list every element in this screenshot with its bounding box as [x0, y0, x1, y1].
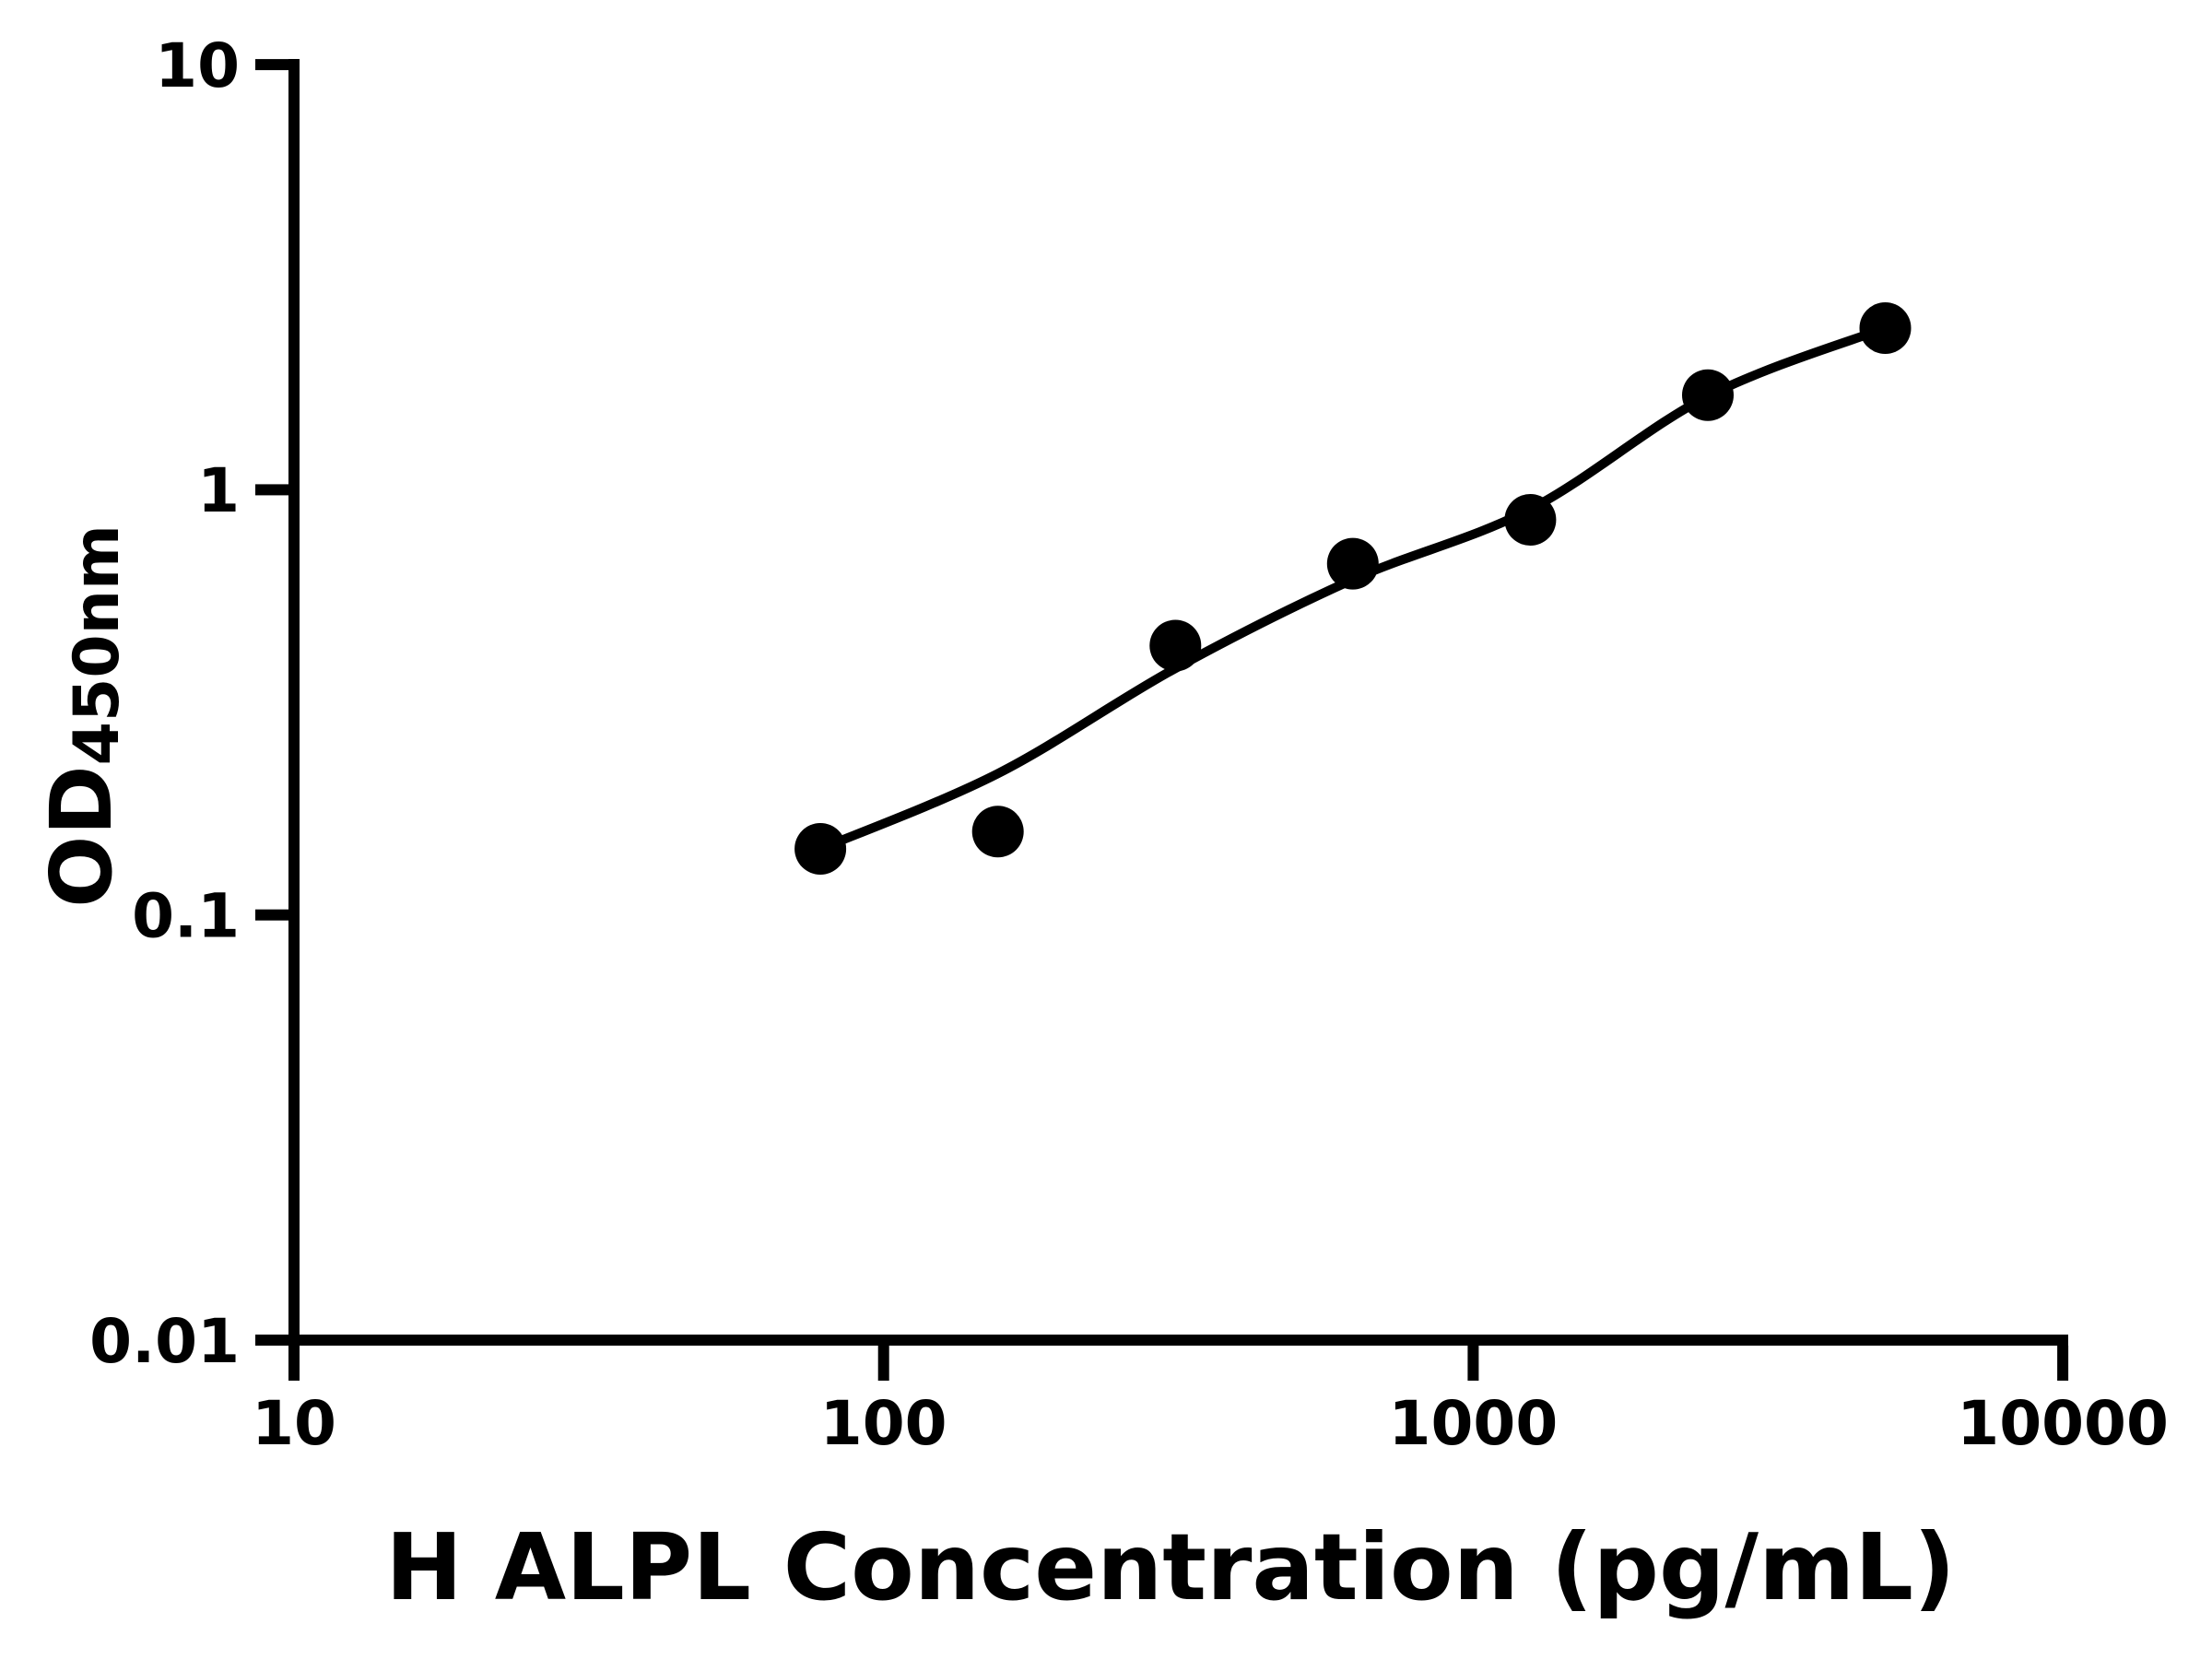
data-point: [794, 823, 847, 875]
y-axis-title-main: OD: [32, 765, 131, 908]
y-tick-label: 0.1: [132, 880, 240, 951]
x-tick: [2057, 1346, 2069, 1381]
x-tick-label: 1000: [1389, 1388, 1559, 1459]
x-tick: [1467, 1346, 1479, 1381]
x-tick-label: 10: [252, 1388, 336, 1459]
x-tick-label: 10000: [1957, 1388, 2169, 1459]
y-tick-label: 10: [155, 30, 240, 101]
y-tick: [255, 1335, 288, 1346]
x-tick: [877, 1346, 889, 1381]
data-point: [1326, 537, 1379, 590]
data-point: [1682, 369, 1734, 421]
x-axis-title: H ALPL Concentration (pg/mL): [385, 1513, 1955, 1621]
y-axis-title-subscript: 450nm: [61, 524, 134, 765]
y-tick: [255, 484, 288, 496]
data-point: [971, 806, 1024, 858]
data-point: [1504, 494, 1557, 546]
data-point: [1149, 619, 1202, 672]
data-point: [1859, 302, 1912, 354]
x-tick: [288, 1346, 300, 1381]
y-tick: [255, 909, 288, 921]
x-tick-label: 100: [820, 1388, 947, 1459]
x-axis-spine: [288, 1335, 2068, 1346]
y-tick-label: 0.01: [89, 1306, 240, 1377]
y-axis-spine: [288, 59, 300, 1346]
y-tick-label: 1: [197, 455, 240, 526]
y-axis-title: OD450nm: [32, 524, 134, 908]
y-tick: [255, 59, 288, 71]
